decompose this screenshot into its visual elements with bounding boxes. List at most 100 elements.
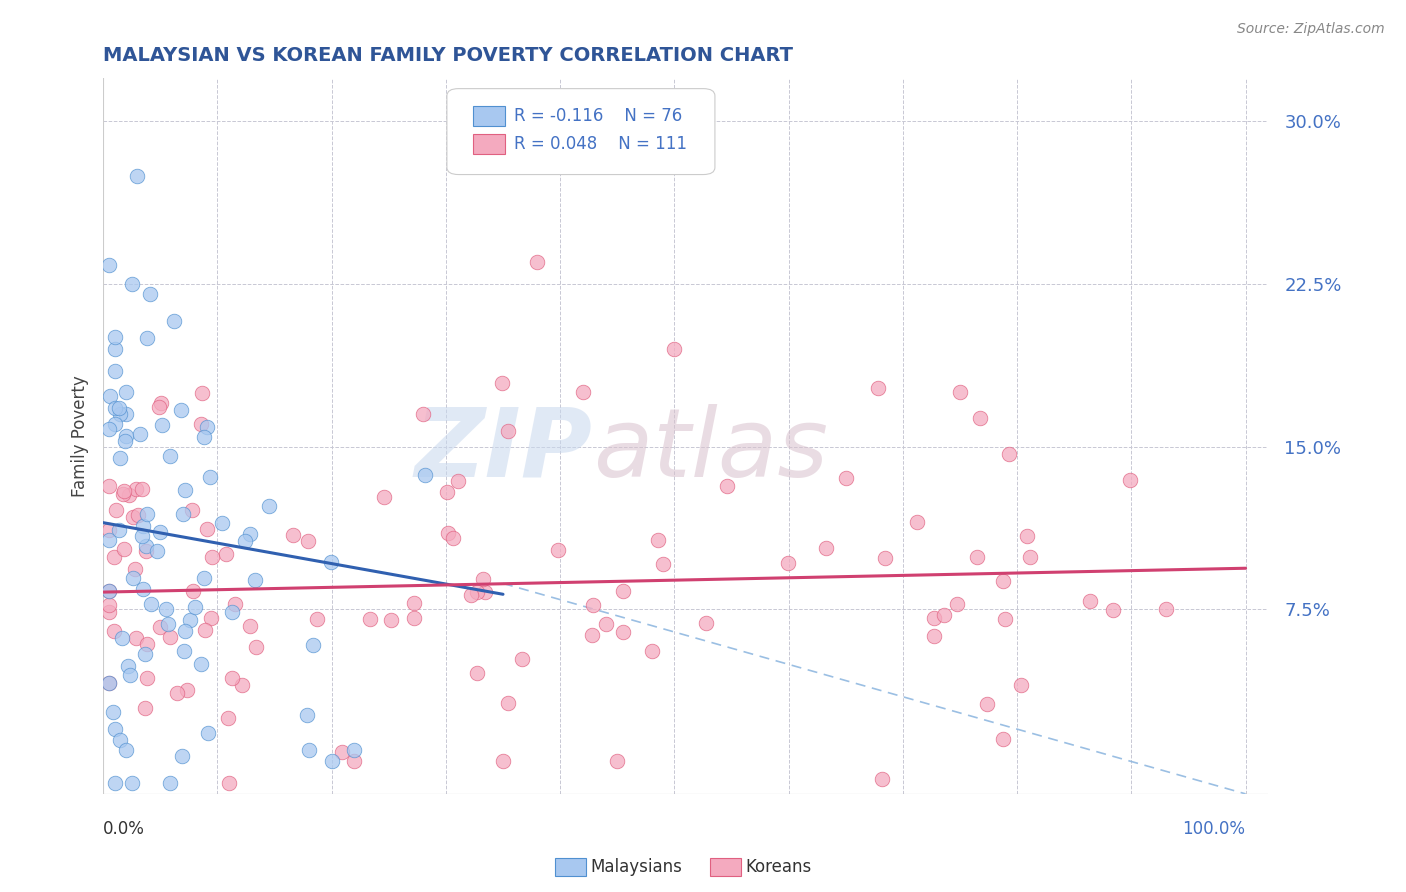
Point [441, 531, 464, 545]
Point [149, 525, 172, 540]
Point [436, 525, 458, 540]
Point [281, 528, 304, 542]
Point [436, 485, 458, 500]
Point [122, 509, 145, 524]
Point [496, 424, 519, 438]
Point [170, 402, 193, 417]
Point [149, 396, 172, 410]
Point [120, 668, 142, 682]
Text: ZIP: ZIP [415, 404, 592, 497]
Point [716, 479, 738, 493]
Point [103, 342, 125, 356]
Point [606, 755, 628, 769]
Point [97, 676, 120, 690]
Point [582, 598, 605, 612]
Point [112, 541, 135, 556]
Point [172, 507, 194, 521]
Point [103, 550, 125, 565]
Point [612, 584, 634, 599]
Point [197, 420, 219, 434]
Point [134, 648, 156, 662]
Point [110, 732, 132, 747]
Point [465, 585, 488, 599]
Point [173, 644, 195, 658]
Y-axis label: Family Poverty: Family Poverty [72, 375, 89, 497]
Point [104, 502, 127, 516]
Point [211, 516, 233, 531]
Point [934, 607, 956, 622]
Point [402, 611, 425, 625]
Point [98, 584, 121, 599]
Point [110, 407, 132, 421]
Point [181, 583, 204, 598]
Point [128, 426, 150, 441]
Point [117, 659, 139, 673]
Point [491, 376, 513, 390]
Point [380, 613, 402, 627]
Point [994, 612, 1017, 626]
Point [174, 624, 197, 638]
Point [103, 624, 125, 638]
Point [176, 682, 198, 697]
Point [245, 640, 267, 655]
Point [647, 533, 669, 547]
Point [991, 574, 1014, 588]
Text: atlas: atlas [592, 404, 828, 497]
Point [998, 447, 1021, 461]
Point [114, 434, 136, 449]
Point [112, 483, 135, 498]
Point [233, 533, 256, 548]
Point [103, 364, 125, 378]
Point [239, 619, 262, 633]
Point [163, 314, 186, 328]
Point [221, 671, 243, 685]
Point [200, 611, 222, 625]
Point [572, 385, 595, 400]
Point [547, 543, 569, 558]
Point [97, 599, 120, 613]
Point [496, 697, 519, 711]
Point [218, 776, 240, 790]
Point [139, 287, 162, 301]
Point [135, 543, 157, 558]
Point [103, 722, 125, 736]
Point [148, 400, 170, 414]
Point [297, 707, 319, 722]
Text: Malaysians: Malaysians [591, 858, 682, 876]
Point [814, 541, 837, 555]
Point [512, 652, 534, 666]
Point [115, 407, 138, 421]
Point [122, 570, 145, 584]
Bar [472, 135, 505, 154]
Point [907, 515, 929, 529]
Point [97, 675, 120, 690]
Point [214, 547, 236, 561]
Point [190, 657, 212, 672]
Point [472, 572, 495, 586]
Point [115, 743, 138, 757]
Point [1078, 594, 1101, 608]
Point [612, 625, 634, 640]
Point [97, 523, 120, 537]
Point [97, 422, 120, 436]
Point [136, 331, 159, 345]
Point [641, 644, 664, 658]
Point [373, 491, 395, 505]
Point [135, 671, 157, 685]
Point [834, 471, 856, 485]
Point [402, 596, 425, 610]
Point [97, 533, 120, 547]
Point [170, 748, 193, 763]
Point [949, 385, 972, 400]
Point [343, 743, 366, 757]
Point [132, 518, 155, 533]
Point [156, 617, 179, 632]
Point [297, 534, 319, 549]
Point [184, 599, 207, 614]
Text: 100.0%: 100.0% [1182, 820, 1246, 838]
Point [1102, 603, 1125, 617]
Point [1017, 529, 1039, 543]
Point [447, 474, 470, 488]
Point [776, 556, 799, 570]
Point [359, 612, 381, 626]
